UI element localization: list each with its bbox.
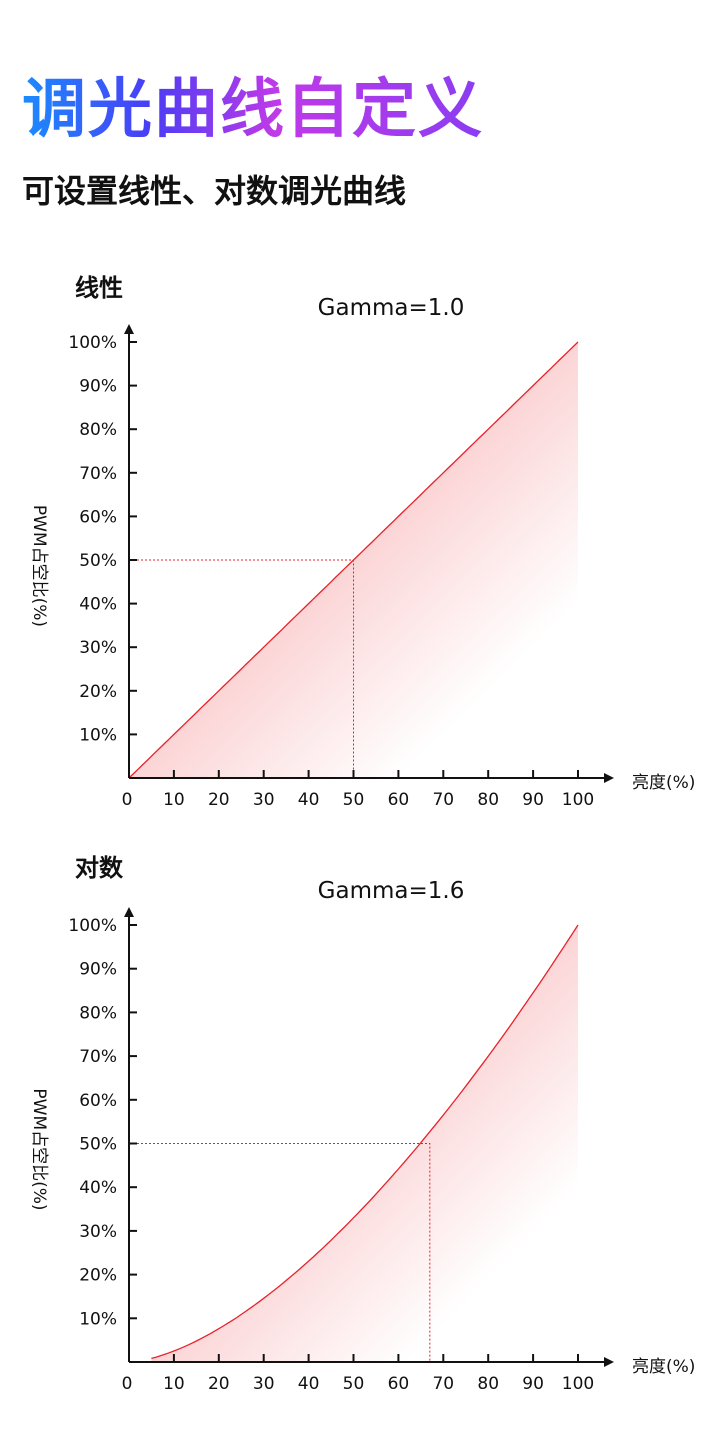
y-tick-label: 40% bbox=[79, 1178, 117, 1198]
chart-title: Gamma=1.0 bbox=[318, 295, 465, 321]
y-tick-label: 30% bbox=[79, 638, 117, 658]
y-tick-label: 10% bbox=[79, 1309, 117, 1329]
x-tick-label: 40 bbox=[298, 790, 320, 810]
x-axis-label: 亮度(%) bbox=[632, 773, 695, 793]
y-tick-label: 10% bbox=[79, 725, 117, 745]
y-tick-label: 50% bbox=[79, 1135, 117, 1155]
x-tick-label: 100 bbox=[562, 790, 594, 810]
y-tick-label: 30% bbox=[79, 1222, 117, 1242]
curve-line bbox=[151, 924, 579, 1360]
reference-guide bbox=[129, 559, 354, 778]
x-tick-label: 70 bbox=[432, 1374, 454, 1394]
y-axis-arrow-icon bbox=[124, 907, 134, 917]
x-tick-label: 60 bbox=[388, 1374, 410, 1394]
chart-title: Gamma=1.6 bbox=[318, 878, 465, 904]
curve-area bbox=[151, 925, 578, 1362]
y-tick-label: 40% bbox=[79, 595, 117, 615]
y-tick-label: 80% bbox=[79, 420, 117, 440]
x-tick-label: 50 bbox=[343, 1374, 365, 1394]
y-tick-label: 90% bbox=[79, 960, 117, 980]
x-axis-label: 亮度(%) bbox=[632, 1357, 695, 1377]
x-tick-label: 90 bbox=[522, 1374, 544, 1394]
y-tick-label: 20% bbox=[79, 682, 117, 702]
page-subtitle: 可设置线性、对数调光曲线 bbox=[22, 172, 407, 210]
page-title: 调光曲线自定义 bbox=[22, 58, 484, 150]
x-tick-label: 20 bbox=[208, 1374, 230, 1394]
x-tick-label: 10 bbox=[163, 1374, 185, 1394]
y-tick-label: 70% bbox=[79, 464, 117, 484]
x-tick-label: 0 bbox=[122, 790, 133, 810]
y-axis-label: PWM占空比(%) bbox=[29, 505, 49, 627]
y-tick-label: 60% bbox=[79, 507, 117, 527]
section-label: 对数 bbox=[75, 854, 124, 882]
section-label: 线性 bbox=[75, 274, 123, 302]
x-tick-label: 20 bbox=[208, 790, 230, 810]
x-tick-label: 10 bbox=[163, 790, 185, 810]
chart-2: 对数 Gamma=1.6 0 10 20 30 40 50 60 70 80 90 100 10% 20% 3… bbox=[29, 854, 695, 1394]
x-tick-label: 50 bbox=[343, 790, 365, 810]
y-tick-label: 70% bbox=[79, 1047, 117, 1067]
y-tick-label: 20% bbox=[79, 1266, 117, 1286]
y-axis-arrow-icon bbox=[124, 324, 134, 334]
y-tick-label: 80% bbox=[79, 1003, 117, 1023]
x-tick-label: 90 bbox=[522, 790, 544, 810]
x-tick-label: 30 bbox=[253, 1374, 275, 1394]
y-tick-label: 100% bbox=[68, 333, 117, 353]
x-tick-label: 30 bbox=[253, 790, 275, 810]
y-tick-label: 50% bbox=[79, 551, 117, 571]
x-tick-label: 70 bbox=[432, 790, 454, 810]
x-tick-label: 100 bbox=[562, 1374, 594, 1394]
y-tick-label: 90% bbox=[79, 377, 117, 397]
y-tick-label: 100% bbox=[68, 916, 117, 936]
x-tick-label: 80 bbox=[477, 1374, 499, 1394]
chart-1: 线性 Gamma=1.0 0 10 20 30 40 50 60 70 80 90 100 10% 20% 3… bbox=[29, 274, 695, 810]
reference-guide bbox=[129, 1143, 431, 1362]
y-axis-label: PWM占空比(%) bbox=[29, 1088, 49, 1210]
x-axis-arrow-icon bbox=[604, 773, 614, 783]
x-tick-label: 60 bbox=[388, 790, 410, 810]
y-tick-label: 60% bbox=[79, 1091, 117, 1111]
x-tick-label: 40 bbox=[298, 1374, 320, 1394]
x-tick-label: 80 bbox=[477, 790, 499, 810]
x-axis-arrow-icon bbox=[604, 1357, 614, 1367]
x-tick-label: 0 bbox=[122, 1374, 133, 1394]
